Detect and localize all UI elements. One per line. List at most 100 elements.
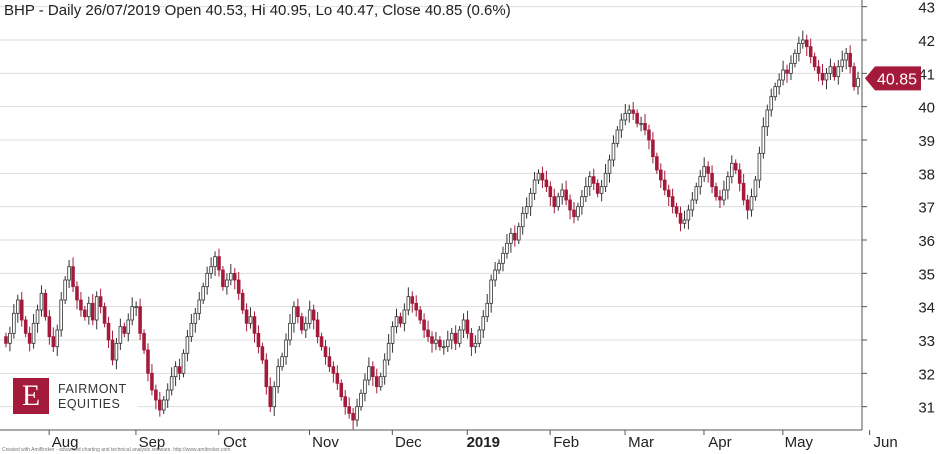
candle bbox=[169, 376, 174, 391]
candle bbox=[481, 316, 486, 331]
candle bbox=[410, 296, 415, 304]
candle bbox=[390, 326, 395, 344]
candle bbox=[844, 52, 848, 61]
candle bbox=[130, 306, 134, 321]
candle bbox=[611, 142, 616, 161]
candle bbox=[154, 389, 158, 401]
candle bbox=[781, 69, 785, 81]
candle bbox=[102, 306, 107, 324]
candle bbox=[635, 112, 639, 124]
candle bbox=[560, 189, 564, 198]
candle bbox=[268, 386, 273, 408]
candle bbox=[627, 109, 632, 114]
candle bbox=[35, 309, 40, 324]
x-tick-label: 2019 bbox=[467, 434, 500, 451]
y-tick-label: 39 bbox=[918, 133, 935, 150]
candle bbox=[47, 316, 52, 338]
candle bbox=[4, 336, 8, 344]
candle bbox=[402, 309, 407, 324]
candle bbox=[722, 189, 726, 201]
candle bbox=[347, 406, 351, 414]
candle bbox=[90, 302, 95, 321]
candle bbox=[232, 272, 237, 281]
candle bbox=[749, 196, 754, 211]
candle bbox=[726, 176, 730, 191]
candle bbox=[513, 232, 517, 241]
candle bbox=[793, 52, 797, 64]
logo-icon: E bbox=[13, 378, 49, 414]
candle bbox=[588, 176, 592, 188]
candle bbox=[517, 226, 521, 241]
candle bbox=[465, 319, 470, 334]
candle bbox=[351, 412, 355, 421]
candle bbox=[524, 206, 529, 214]
candle bbox=[126, 319, 131, 334]
candle bbox=[193, 312, 198, 324]
candle bbox=[55, 329, 60, 348]
candle bbox=[331, 366, 336, 374]
candle bbox=[256, 332, 261, 348]
candle bbox=[520, 212, 525, 228]
candle bbox=[556, 196, 561, 208]
candle bbox=[185, 336, 190, 354]
candle bbox=[158, 399, 162, 411]
candle bbox=[544, 179, 549, 188]
candle bbox=[311, 309, 316, 321]
candle bbox=[138, 306, 142, 334]
candle bbox=[217, 256, 221, 271]
candle bbox=[16, 299, 20, 314]
candle bbox=[674, 206, 679, 214]
y-tick-label: 33 bbox=[918, 333, 935, 350]
candle bbox=[659, 169, 663, 181]
candle bbox=[840, 59, 845, 68]
y-tick-label: 42 bbox=[918, 33, 935, 50]
candle bbox=[201, 286, 205, 301]
candle bbox=[378, 376, 383, 388]
candle bbox=[678, 212, 683, 224]
candle bbox=[485, 302, 490, 318]
candle bbox=[264, 359, 269, 388]
candle bbox=[631, 109, 635, 114]
candle bbox=[303, 322, 308, 331]
candle bbox=[173, 366, 178, 378]
candle bbox=[87, 302, 91, 318]
candle bbox=[142, 332, 146, 351]
candle bbox=[804, 39, 809, 48]
candle bbox=[848, 52, 852, 68]
x-tick-label: Mar bbox=[628, 434, 654, 451]
candle bbox=[339, 382, 344, 398]
candle bbox=[252, 316, 257, 334]
candle bbox=[710, 172, 714, 188]
candle bbox=[63, 279, 67, 301]
candle bbox=[394, 316, 399, 328]
candle bbox=[757, 152, 762, 181]
candle bbox=[118, 326, 123, 344]
y-tick-label: 37 bbox=[918, 200, 935, 217]
candle bbox=[532, 179, 537, 194]
candle bbox=[765, 109, 770, 128]
candle bbox=[288, 322, 292, 341]
candle bbox=[718, 196, 722, 201]
candle bbox=[181, 352, 186, 374]
candle bbox=[655, 156, 659, 171]
candle bbox=[197, 299, 202, 314]
candle bbox=[682, 219, 687, 224]
candle bbox=[75, 286, 79, 301]
x-tick-label: Nov bbox=[312, 434, 339, 451]
candle bbox=[702, 166, 706, 178]
candle bbox=[23, 319, 28, 334]
candle bbox=[856, 77, 860, 88]
candle bbox=[382, 359, 387, 378]
candle bbox=[359, 392, 363, 408]
candle bbox=[698, 176, 703, 188]
candle bbox=[505, 242, 509, 254]
candle bbox=[51, 336, 56, 348]
candle bbox=[824, 72, 829, 81]
candle bbox=[449, 332, 454, 341]
candle bbox=[248, 316, 253, 324]
x-tick-label: Feb bbox=[553, 434, 579, 451]
candle bbox=[576, 206, 580, 218]
candle bbox=[572, 209, 576, 218]
candle bbox=[398, 316, 403, 324]
candle bbox=[666, 189, 671, 198]
